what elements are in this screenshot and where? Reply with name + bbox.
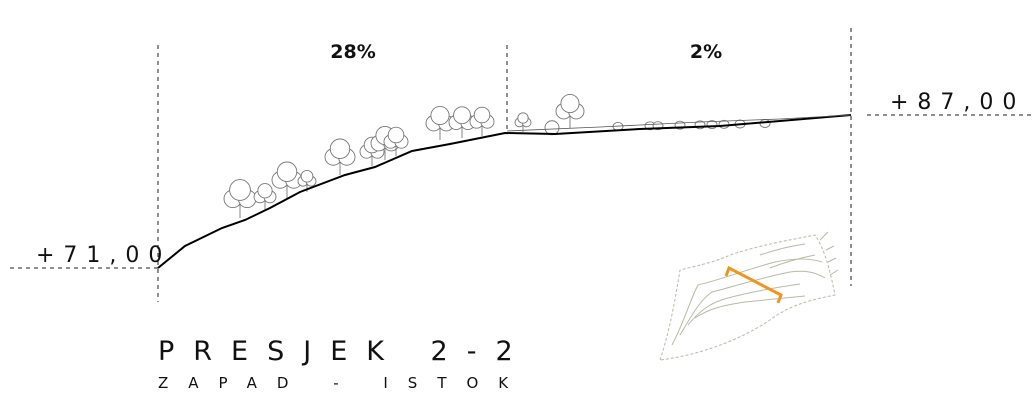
- elevation-label: +71,00: [36, 243, 171, 268]
- site-plan: [659, 231, 839, 361]
- tree-part: [229, 179, 251, 201]
- slope-label: 2%: [690, 41, 722, 63]
- tree-part: [560, 93, 580, 114]
- slope-label: 28%: [330, 41, 375, 63]
- tree-part: [387, 126, 405, 144]
- terrain-line: [157, 114, 852, 269]
- elevation-label: +87,00: [890, 90, 1025, 115]
- terrain-secondary: [506, 114, 852, 132]
- tree-part: [544, 120, 560, 136]
- section-cut-marker: [724, 265, 783, 304]
- tree-part: [329, 138, 351, 159]
- tree-part: [276, 161, 298, 182]
- tree-part: [517, 112, 529, 124]
- section-subtitle: ZAPAD - ISTOK: [158, 374, 528, 392]
- tree-part: [453, 106, 471, 125]
- tree-part: [473, 106, 491, 124]
- section-title: PRESJEK 2-2: [158, 336, 532, 367]
- tree-part: [257, 183, 273, 199]
- tree-part: [300, 169, 314, 183]
- tree-part: [430, 105, 450, 126]
- trees: [223, 93, 771, 218]
